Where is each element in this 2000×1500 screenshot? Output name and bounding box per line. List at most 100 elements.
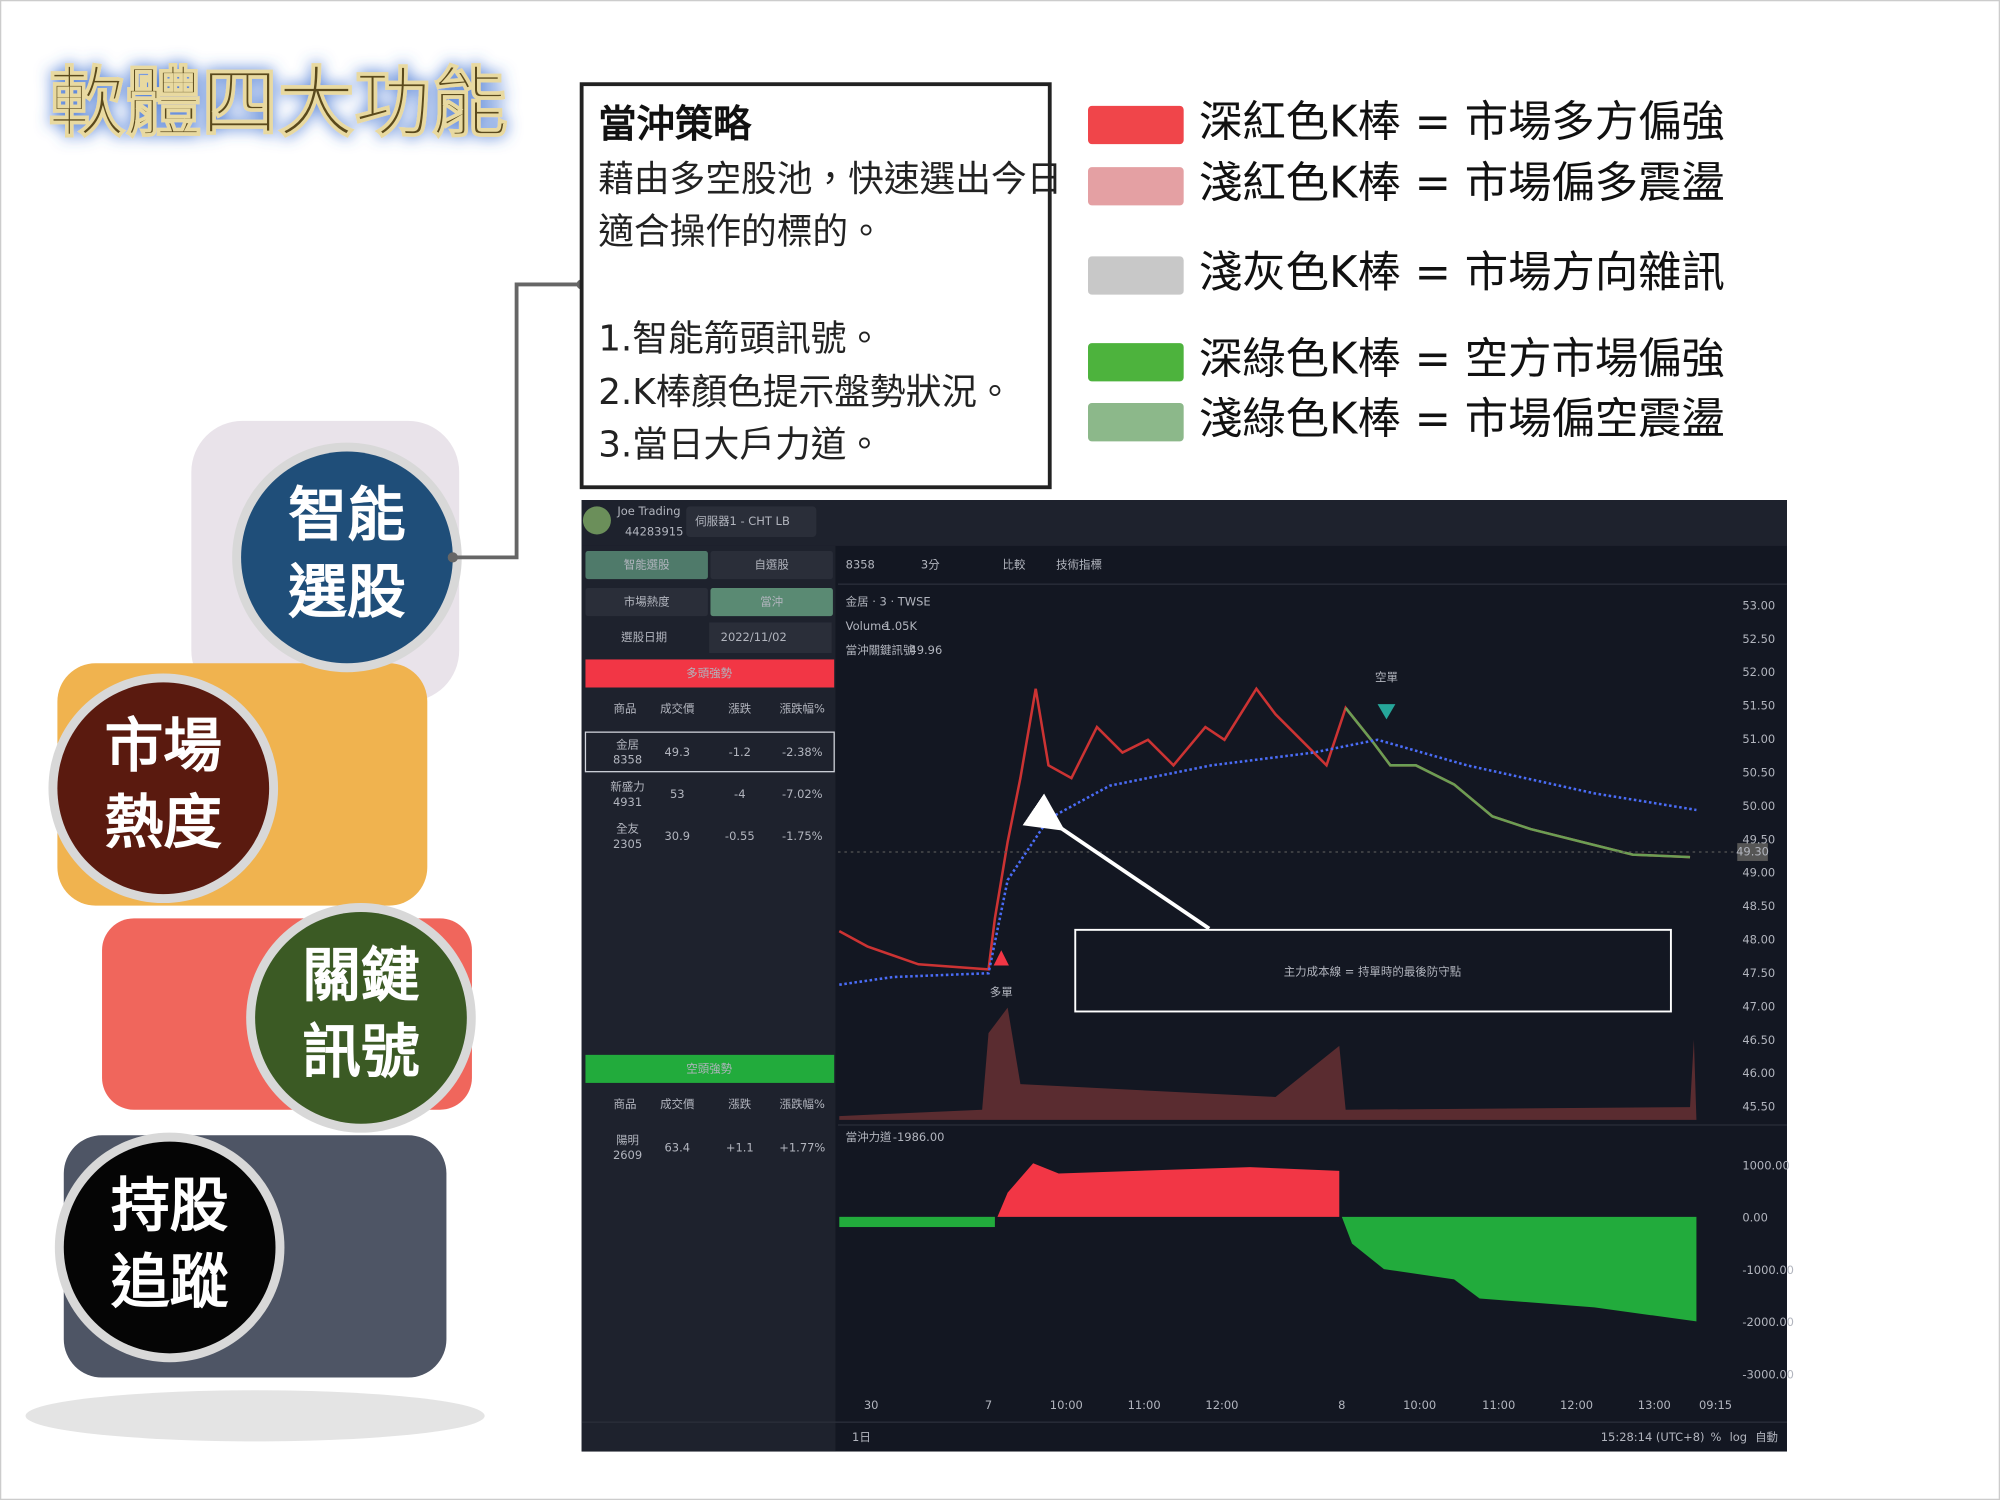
power-label: 當沖力道 — [846, 1130, 892, 1144]
date-field[interactable] — [709, 622, 832, 654]
stock-cell: +1.1 — [726, 1140, 754, 1154]
date: 2022/11/02 — [721, 630, 787, 644]
connector — [452, 282, 582, 560]
tab[interactable] — [710, 588, 833, 617]
server-select[interactable] — [686, 506, 817, 537]
annotation-arrow — [1022, 793, 1211, 931]
percent[interactable]: % — [1710, 1430, 1721, 1444]
price-tick-label: 53.00 — [1742, 598, 1775, 612]
auto[interactable]: 自動 — [1755, 1430, 1778, 1444]
short-title: 空頭強勢 — [686, 1061, 732, 1075]
stock-name[interactable]: 金居 — [616, 737, 639, 751]
stock-name[interactable]: 全友 — [616, 822, 639, 836]
column-header: 商品 — [614, 702, 637, 716]
time-tick-label: 11:00 — [1128, 1398, 1161, 1412]
short-marker: 空單 — [1375, 670, 1398, 684]
symbol: 8358 — [846, 558, 875, 572]
tab-label: 當沖 — [760, 595, 783, 609]
time-tick-label: 7 — [985, 1398, 992, 1412]
column-header: 漲跌 — [728, 1097, 751, 1111]
user-id: 44283915 — [625, 524, 683, 538]
power-sketch-pos — [997, 1163, 1340, 1217]
feature-label: 追蹤 — [110, 1248, 229, 1316]
feature-label: 持股 — [111, 1171, 229, 1239]
volume-label: Volume — [846, 619, 889, 633]
stock-code: 4931 — [613, 795, 642, 809]
axes: 53.00 52.50 52.00 51.50 51.00 50.50 50.00 49.50… — [864, 598, 1794, 1412]
feature-label: 訊號 — [302, 1018, 419, 1086]
price-tick-label: 49.00 — [1742, 866, 1775, 880]
interval[interactable]: 3分 — [921, 558, 940, 572]
tab-label: 自選股 — [754, 558, 789, 572]
tab[interactable] — [585, 588, 708, 617]
price-tick-label: 50.00 — [1742, 799, 1775, 813]
tab-label: 市場熱度 — [624, 595, 670, 609]
volume-value: 1.05K — [884, 619, 918, 633]
callout-line: 1.智能箭頭訊號。 — [598, 319, 882, 360]
column-header: 成交價 — [660, 1097, 695, 1111]
price-tick-label: 49.50 — [1742, 832, 1775, 846]
time-tick-label: 12:00 — [1205, 1398, 1238, 1412]
price-tick-label: 50.50 — [1742, 765, 1775, 779]
price-tick-label: 47.00 — [1742, 999, 1775, 1013]
callout-line: 2.K棒顏色提示盤勢狀況。 — [598, 372, 1013, 413]
trading-app: Joe Trading 44283915 伺服器1 - CHT LB 智能選股自… — [581, 500, 1794, 1452]
volume-sketch — [839, 1007, 1697, 1120]
power-tick-label: -3000.00 — [1742, 1368, 1794, 1382]
user-name: Joe Trading — [616, 504, 680, 518]
feature-circle[interactable] — [57, 682, 270, 895]
feature-circle[interactable] — [255, 911, 467, 1124]
stock-cell: -0.55 — [725, 829, 755, 843]
signal-label: 當沖關鍵訊號 — [846, 643, 915, 657]
column-header: 漲跌 — [728, 702, 751, 716]
stock-cell: -1.75% — [782, 829, 823, 843]
power-tick-label: -1000.00 — [1742, 1263, 1794, 1277]
stock-cell: 49.3 — [665, 745, 691, 759]
stock-cell: -4 — [734, 787, 745, 801]
legend-label: 淺綠色K棒 = 市場偏空震盪 — [1199, 395, 1725, 445]
last-price: 49.30 — [1736, 845, 1769, 859]
stock-cell: -2.38% — [782, 745, 823, 759]
legend-swatch — [1088, 105, 1184, 145]
short-header — [585, 1054, 835, 1083]
indicators[interactable]: 技術指標 — [1056, 558, 1102, 572]
stock-code: 8358 — [613, 753, 642, 767]
callout-line: 3.當日大戶力道。 — [598, 424, 882, 465]
power-tick-label: 0.00 — [1742, 1211, 1768, 1225]
long-title: 多頭強勢 — [686, 666, 732, 680]
short-arrow — [1377, 704, 1396, 720]
stock-cell: -7.02% — [782, 787, 823, 801]
slide-title: 軟體四大功能 — [48, 59, 507, 148]
compare[interactable]: 比較 — [1003, 558, 1026, 572]
cost-line — [839, 738, 1697, 986]
time-tick-label: 12:00 — [1560, 1398, 1593, 1412]
price-tick-label: 51.50 — [1742, 699, 1775, 713]
feature-circle[interactable] — [63, 1141, 276, 1354]
range[interactable]: 1日 — [852, 1430, 871, 1444]
feature-circle[interactable] — [241, 451, 453, 664]
legend-label: 深紅色K棒 = 市場多方偏強 — [1199, 97, 1725, 147]
price-sketch-down — [1344, 707, 1691, 859]
power-tick-label: 1000.00 — [1742, 1158, 1789, 1172]
stock-cell: 30.9 — [665, 829, 691, 843]
stock-name[interactable]: 新盛力 — [610, 779, 644, 793]
shadow — [25, 1390, 485, 1442]
legend-label: 深綠色K棒 = 空方市場偏強 — [1199, 335, 1725, 385]
connector-dot — [447, 552, 458, 563]
time-tick-label: 10:00 — [1403, 1398, 1436, 1412]
long-arrow — [993, 950, 1009, 966]
feature-label: 選股 — [288, 558, 406, 626]
log[interactable]: log — [1730, 1430, 1747, 1444]
tab[interactable] — [710, 551, 833, 580]
callout-line: 藉由多空股池，快速選出今日 — [598, 159, 1062, 200]
callout-box — [579, 82, 1052, 490]
stock-name[interactable]: 陽明 — [616, 1133, 639, 1147]
column-header: 商品 — [614, 1097, 637, 1111]
tab[interactable] — [585, 551, 708, 580]
price-tick-label: 46.00 — [1742, 1066, 1775, 1080]
callout-title: 當沖策略 — [598, 102, 752, 147]
